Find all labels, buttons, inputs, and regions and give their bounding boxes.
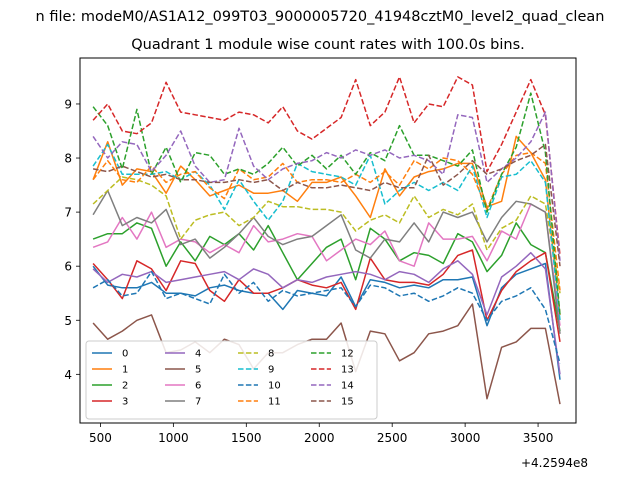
- legend-label-8: 8: [268, 349, 274, 360]
- y-axis: 4 5 6 7 8 9: [64, 97, 80, 382]
- y-tick-label: 5: [64, 314, 72, 328]
- legend-label-2: 2: [122, 381, 128, 392]
- y-tick-label: 7: [64, 206, 72, 220]
- x-tick-label: 500: [89, 431, 112, 445]
- legend-label-9: 9: [268, 365, 274, 376]
- series-line-15: [92, 143, 561, 267]
- plot-frame: [79, 57, 577, 424]
- series-line-3: [92, 249, 561, 343]
- chart-suptitle: n file: modeM0/AS1A12_099T03_9000005720_…: [36, 9, 605, 25]
- series-line-4: [92, 251, 561, 375]
- x-tick-label: 1500: [231, 431, 262, 445]
- series-line-13: [92, 76, 561, 256]
- series-line-10: [92, 270, 561, 364]
- series-line-8: [92, 176, 561, 294]
- legend-label-3: 3: [122, 397, 128, 408]
- legend-label-7: 7: [195, 397, 201, 408]
- x-tick-label: 1000: [158, 431, 189, 445]
- series-line-9: [92, 143, 561, 321]
- chart-title: Quadrant 1 module wise count rates with …: [131, 37, 525, 53]
- series-line-11: [92, 151, 561, 291]
- legend-frame: [85, 340, 378, 420]
- legend-label-14: 14: [341, 381, 354, 392]
- x-tick-label: 3500: [523, 431, 554, 445]
- series-line-2: [92, 222, 561, 332]
- series-line-0: [92, 262, 561, 380]
- legend-label-5: 5: [195, 365, 201, 376]
- legend-label-10: 10: [268, 381, 281, 392]
- x-tick-label: 3000: [450, 431, 481, 445]
- legend-label-4: 4: [195, 349, 201, 360]
- x-axis-offset-label: +4.2594e8: [521, 456, 588, 470]
- legend-label-15: 15: [341, 397, 354, 408]
- legend-label-1: 1: [122, 365, 128, 376]
- series-line-14: [92, 111, 561, 261]
- y-tick-label: 9: [64, 97, 72, 111]
- y-tick-label: 8: [64, 152, 72, 166]
- legend-label-6: 6: [195, 381, 201, 392]
- y-tick-label: 4: [64, 368, 72, 382]
- series-line-7: [92, 189, 561, 334]
- legend-label-12: 12: [341, 349, 354, 360]
- legend-label-0: 0: [122, 349, 128, 360]
- x-tick-label: 2000: [304, 431, 335, 445]
- series-line-6: [92, 203, 561, 326]
- series-line-12: [92, 92, 561, 315]
- x-axis: 500 1000 1500 2000 2500 3000 3500: [89, 423, 553, 445]
- legend-label-11: 11: [268, 397, 281, 408]
- legend-label-13: 13: [341, 365, 354, 376]
- x-tick-label: 2500: [377, 431, 408, 445]
- y-tick-label: 6: [64, 260, 72, 274]
